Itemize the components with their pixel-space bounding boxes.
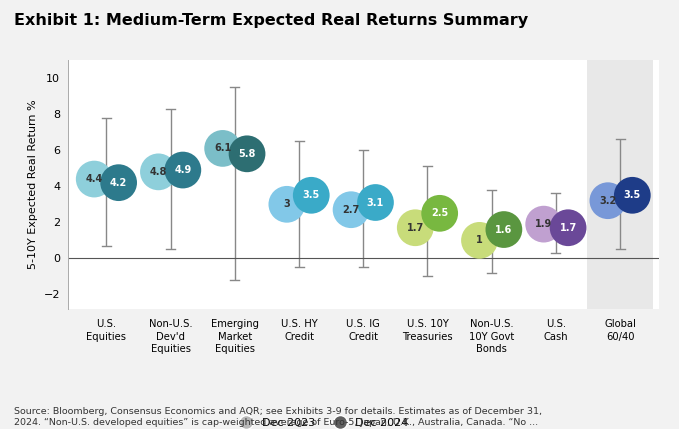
Point: [281, 201, 292, 208]
Text: 2.7: 2.7: [342, 205, 360, 214]
Point: [435, 210, 445, 217]
Point: [306, 192, 316, 199]
Text: 1.7: 1.7: [559, 223, 576, 233]
Point: [370, 199, 381, 206]
Point: [89, 175, 100, 182]
Point: [177, 166, 188, 173]
Bar: [587, 60, 653, 309]
Text: 4.9: 4.9: [175, 165, 191, 175]
Text: 4.2: 4.2: [110, 178, 127, 187]
Point: [346, 206, 356, 213]
Point: [242, 151, 253, 157]
Text: 4.4: 4.4: [86, 174, 103, 184]
Legend: Dec 2023, Dec 2024: Dec 2023, Dec 2024: [231, 414, 413, 429]
Text: 3: 3: [283, 199, 290, 209]
Text: Exhibit 1: Medium-Term Expected Real Returns Summary: Exhibit 1: Medium-Term Expected Real Ret…: [14, 13, 528, 28]
Text: 3.5: 3.5: [303, 190, 320, 200]
Point: [217, 145, 228, 152]
Point: [538, 221, 549, 227]
Text: 1.6: 1.6: [495, 224, 513, 235]
Text: 1.9: 1.9: [535, 219, 552, 229]
Point: [498, 226, 509, 233]
Point: [563, 224, 574, 231]
Point: [153, 169, 164, 175]
Point: [474, 237, 485, 244]
Text: 3.5: 3.5: [624, 190, 641, 200]
Text: 1: 1: [476, 236, 483, 245]
Text: 3.2: 3.2: [600, 196, 617, 205]
Point: [602, 197, 613, 204]
Text: 4.8: 4.8: [150, 167, 167, 177]
Y-axis label: 5-10Y Expected Real Return %: 5-10Y Expected Real Return %: [29, 100, 38, 269]
Text: Source: Bloomberg, Consensus Economics and AQR; see Exhibits 3-9 for details. Es: Source: Bloomberg, Consensus Economics a…: [14, 408, 542, 427]
Text: 2.5: 2.5: [431, 208, 448, 218]
Point: [113, 179, 124, 186]
Text: 5.8: 5.8: [238, 149, 256, 159]
Point: [410, 224, 421, 231]
Point: [627, 192, 638, 199]
Text: 3.1: 3.1: [367, 197, 384, 208]
Text: 6.1: 6.1: [214, 143, 232, 154]
Text: 1.7: 1.7: [407, 223, 424, 233]
